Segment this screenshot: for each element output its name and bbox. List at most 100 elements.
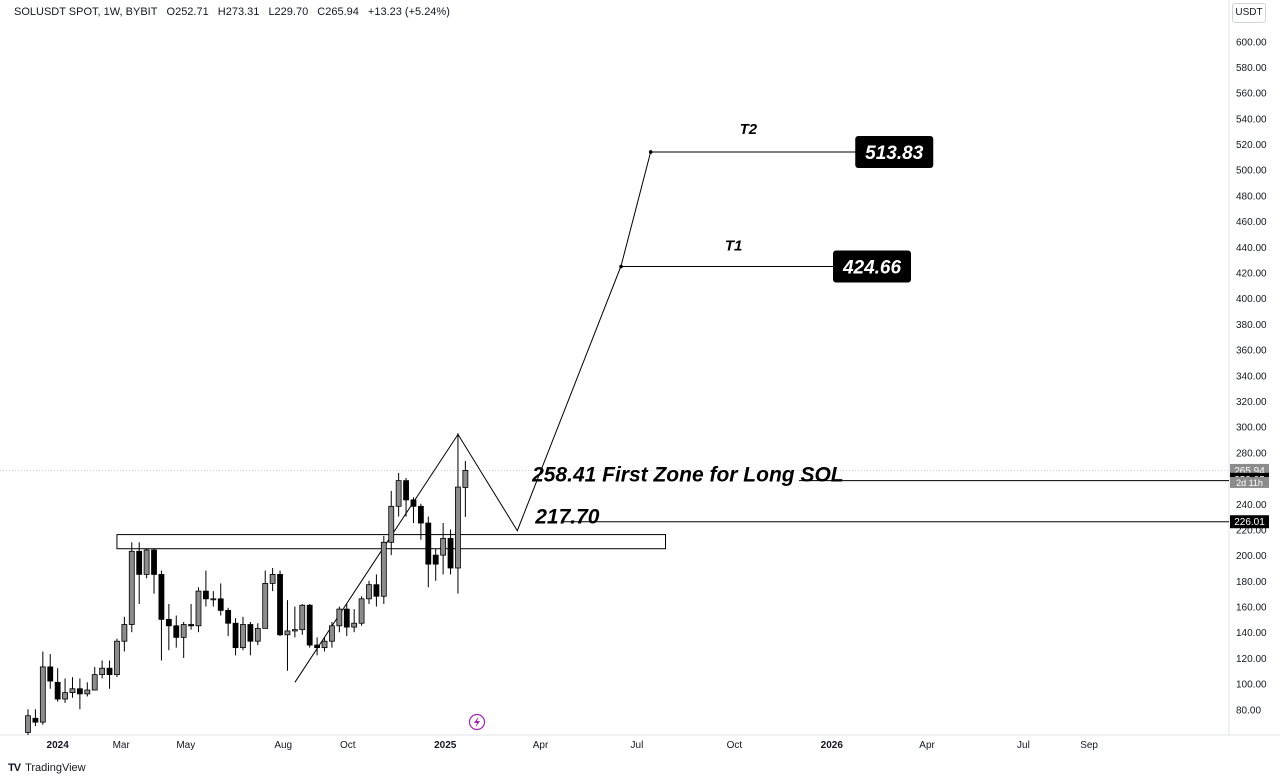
tradingview-logo-icon: TV bbox=[8, 762, 21, 774]
y-tick-label: 240.00 bbox=[1236, 500, 1267, 511]
candle-body bbox=[440, 538, 447, 556]
candle-body bbox=[47, 666, 54, 682]
ohlc-change: +13.23 (+5.24%) bbox=[367, 6, 450, 18]
target-value-label: 424.66 bbox=[842, 258, 902, 279]
countdown-badge bbox=[1230, 476, 1269, 488]
symbol-legend: SOLUSDT SPOT, 1W, BYBIT O252.71 H273.31 … bbox=[14, 6, 456, 18]
y-tick-label: 80.00 bbox=[1236, 705, 1261, 716]
candle-body bbox=[425, 522, 432, 565]
candle-body bbox=[262, 583, 269, 629]
candle-body bbox=[151, 549, 157, 575]
candle-body bbox=[254, 627, 261, 642]
x-tick-label: Sep bbox=[1080, 740, 1098, 751]
y-tick-label: 300.00 bbox=[1236, 423, 1267, 434]
candle-body bbox=[380, 541, 387, 597]
countdown-label: 2d 11h bbox=[1236, 478, 1263, 488]
target-line-start-dot bbox=[619, 264, 623, 269]
y-tick-label: 120.00 bbox=[1236, 654, 1267, 665]
candle-body bbox=[277, 574, 283, 636]
tradingview-name: TradingView bbox=[25, 762, 86, 774]
y-tick-label: 480.00 bbox=[1236, 191, 1267, 202]
candle-body bbox=[306, 604, 313, 646]
candle-body bbox=[225, 609, 232, 624]
candle-body bbox=[247, 624, 254, 642]
candle-body bbox=[314, 644, 321, 649]
y-tick-label: 280.00 bbox=[1236, 448, 1267, 459]
x-tick-label: Apr bbox=[533, 740, 549, 751]
candle-body bbox=[455, 486, 461, 569]
y-tick-label: 360.00 bbox=[1236, 346, 1267, 357]
candle-body bbox=[91, 674, 98, 691]
candle-body bbox=[403, 480, 409, 501]
currency-button[interactable]: USDT bbox=[1232, 3, 1266, 23]
annotation-text: 258.41 First Zone for Long SOL bbox=[531, 463, 844, 486]
candle-body bbox=[62, 692, 68, 700]
candle-body bbox=[143, 549, 150, 575]
candle-body bbox=[69, 688, 76, 694]
candle-body bbox=[210, 598, 217, 601]
annotation-text: T1 bbox=[725, 238, 743, 255]
target-value-box bbox=[855, 135, 934, 168]
target-value-box bbox=[833, 250, 912, 283]
candle-body bbox=[106, 667, 113, 676]
candle-body bbox=[195, 590, 202, 627]
candle-body bbox=[158, 574, 165, 620]
candle-body bbox=[217, 598, 224, 611]
candle-body bbox=[388, 505, 395, 543]
y-tick-label: 100.00 bbox=[1236, 680, 1267, 691]
candle-body bbox=[358, 598, 365, 624]
candle-body bbox=[351, 622, 358, 628]
candle-body bbox=[395, 480, 402, 507]
y-tick-label: 140.00 bbox=[1236, 628, 1267, 639]
y-tick-label: 580.00 bbox=[1236, 63, 1267, 74]
y-tick-label: 180.00 bbox=[1236, 577, 1267, 588]
candle-body bbox=[373, 584, 380, 597]
candle-body bbox=[343, 608, 350, 628]
candle-body bbox=[54, 681, 61, 700]
candle-body bbox=[366, 584, 372, 600]
candle-body bbox=[321, 640, 328, 649]
x-tick-label: Jul bbox=[631, 740, 644, 751]
candle-body bbox=[232, 622, 239, 649]
candle-body bbox=[76, 688, 83, 695]
price-badge-label: 226.01 bbox=[1234, 517, 1265, 528]
y-tick-label: 500.00 bbox=[1236, 166, 1267, 177]
tradingview-brand[interactable]: TV TradingView bbox=[8, 762, 86, 774]
candle-body bbox=[410, 499, 417, 507]
candle-body bbox=[291, 629, 298, 632]
x-tick-label: Aug bbox=[274, 740, 292, 751]
y-tick-label: 540.00 bbox=[1236, 114, 1267, 125]
candle-body bbox=[299, 604, 306, 631]
candle-body bbox=[136, 550, 143, 575]
candle-body bbox=[329, 625, 335, 642]
candle-body bbox=[99, 667, 106, 676]
candle-body bbox=[432, 554, 439, 565]
candle-body bbox=[114, 640, 120, 676]
y-tick-label: 220.00 bbox=[1236, 525, 1267, 536]
projection-path bbox=[294, 151, 652, 683]
annotation-text: 217.70 bbox=[534, 506, 600, 529]
candle-body bbox=[447, 538, 454, 569]
y-tick-label: 400.00 bbox=[1236, 294, 1267, 305]
x-tick-label: May bbox=[176, 740, 195, 751]
target-line-start-dot bbox=[648, 150, 653, 154]
candle-body bbox=[32, 717, 39, 723]
y-tick-label: 160.00 bbox=[1236, 603, 1267, 614]
candle-body bbox=[165, 618, 172, 627]
candle-body bbox=[336, 608, 343, 627]
y-tick-label: 340.00 bbox=[1236, 371, 1267, 382]
event-lightning-icon[interactable] bbox=[468, 713, 486, 731]
candle-body bbox=[173, 625, 180, 638]
candle-body bbox=[284, 630, 291, 636]
annotation-text: T2 bbox=[740, 121, 758, 138]
candle-body bbox=[269, 574, 276, 584]
ohlc-high: H273.31 bbox=[217, 6, 260, 18]
candle-body bbox=[188, 624, 194, 627]
x-tick-label: Jul bbox=[1017, 740, 1030, 751]
candle-body bbox=[128, 550, 135, 625]
x-tick-label: Oct bbox=[727, 740, 743, 751]
candle-body bbox=[203, 590, 209, 600]
symbol-title[interactable]: SOLUSDT SPOT, 1W, BYBIT bbox=[14, 6, 158, 18]
candle-body bbox=[39, 666, 46, 723]
